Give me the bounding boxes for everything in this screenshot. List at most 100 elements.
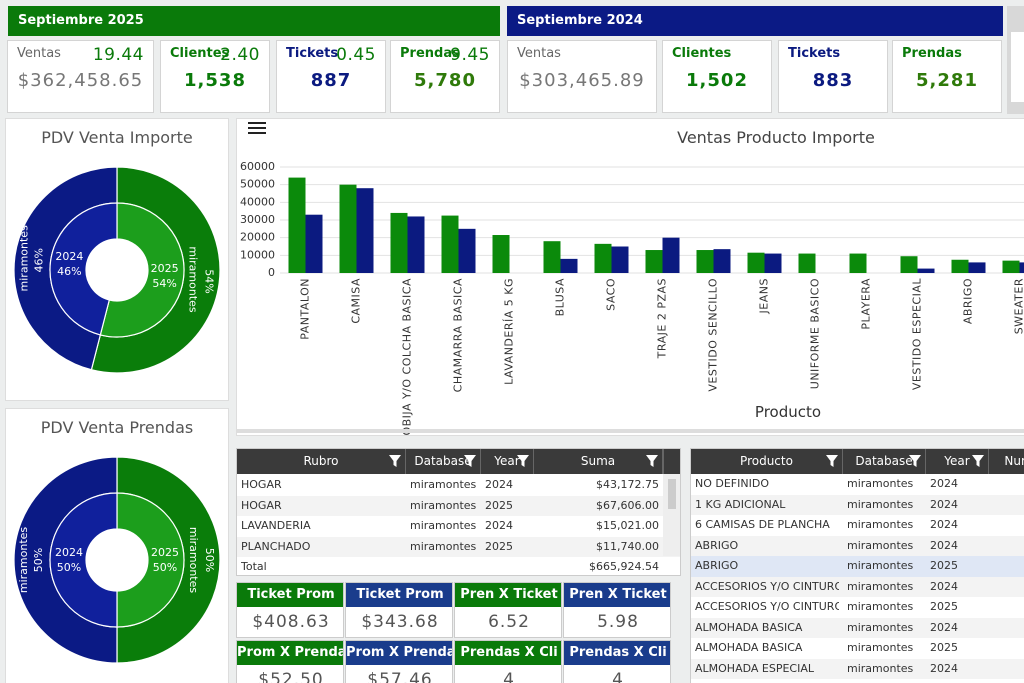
- table-row: HOGAR miramontes 2025 $67,606.00: [237, 495, 680, 516]
- bar: [713, 249, 731, 273]
- x-tick-label: LAVANDERÍA 5 KG: [503, 278, 516, 385]
- table-cell: miramontes: [847, 641, 914, 654]
- table-cell: HOGAR: [241, 478, 282, 491]
- filter-icon[interactable]: [972, 455, 984, 467]
- table-cell: 2024: [930, 579, 958, 593]
- table-cell: 1 KG ADICIONAL: [695, 497, 786, 511]
- table-row: HOGAR miramontes 2024 $43,172.75: [237, 475, 680, 496]
- header-text: Year: [944, 454, 970, 468]
- bar: [968, 262, 986, 273]
- table-header-cell: Database: [843, 449, 926, 474]
- table-total-label: Total: [695, 679, 815, 683]
- x-tick-label: ABRIGO: [962, 278, 975, 324]
- header-text: Year: [494, 454, 520, 468]
- period-bar: Septiembre 2025: [8, 6, 500, 36]
- table-cell: ABRIGO: [695, 538, 739, 552]
- table-cell: 2024: [930, 477, 958, 490]
- kpi-label: Tickets: [788, 46, 841, 61]
- metric-label: Ticket Prom: [237, 583, 343, 607]
- table-total-label: Total: [241, 560, 267, 573]
- filter-icon-shape: [517, 455, 529, 467]
- slice-label: miramontes: [187, 527, 200, 594]
- x-tick-label: VESTIDO SENCILLO: [707, 278, 720, 392]
- slice-value-label: 50%: [153, 561, 177, 574]
- filter-icon[interactable]: [909, 455, 921, 467]
- menu-icon: [248, 127, 266, 129]
- table-cell: miramontes: [410, 519, 477, 532]
- kpi-card: Clientes 1,502: [662, 40, 772, 113]
- x-tick-label: CAMISA: [350, 278, 363, 324]
- side-panel-inner: [1011, 32, 1024, 102]
- bar: [900, 256, 918, 273]
- y-tick-label: 30000: [240, 213, 275, 226]
- kpi-value: $362,458.65: [17, 70, 144, 91]
- kpi-label: Prendas: [902, 46, 962, 61]
- kpi-value: 5,780: [414, 70, 476, 91]
- kpi-value: 883: [812, 70, 854, 91]
- header-text: Num: [1004, 454, 1024, 468]
- kpi-change: 0.45: [336, 45, 376, 65]
- metric-label: Prendas X Cli: [455, 641, 561, 665]
- bar: [543, 241, 561, 273]
- metric-value: 6.52: [488, 612, 530, 632]
- slice-value-label: 50%: [57, 561, 81, 574]
- table-header-cell: Database: [406, 449, 481, 474]
- table-cell: ABRIGO: [695, 559, 739, 572]
- bar: [798, 253, 816, 273]
- pie-slice: [99, 202, 185, 338]
- table-header-cell: Year: [926, 449, 989, 474]
- table-cell: miramontes: [847, 620, 914, 634]
- metric-label: Prom X Prenda: [237, 641, 343, 665]
- filter-icon[interactable]: [464, 455, 476, 467]
- metric-card: Prendas X Cli 4: [454, 640, 562, 683]
- table-cell: 6 CAMISAS DE PLANCHA: [695, 518, 830, 531]
- kpi-label: Prendas: [400, 46, 460, 61]
- filter-icon[interactable]: [389, 455, 401, 467]
- table-row: ABRIGO miramontes 2025: [691, 556, 1024, 577]
- bar: [662, 237, 680, 273]
- x-tick-label: UNIFORME BASICO: [809, 278, 822, 389]
- table-cell: miramontes: [847, 477, 914, 490]
- x-tick-label: PLAYERA: [860, 278, 873, 330]
- header-text: Rubro: [303, 454, 339, 468]
- slice-label: 2024: [55, 546, 83, 559]
- table-cell: ALMOHADA ESPECIAL: [695, 661, 814, 675]
- kpi-value: $303,465.89: [519, 70, 645, 91]
- table-cell: $67,606.00: [596, 498, 659, 512]
- y-tick-label: 40000: [240, 195, 275, 208]
- x-tick-label: SWEATER: [1013, 278, 1024, 334]
- table-row: NO DEFINIDO miramontes 2024: [691, 474, 1024, 495]
- kpi-card: Ventas $303,465.89: [507, 40, 657, 113]
- x-tick-label: CHAMARRA BASICA: [452, 278, 465, 392]
- bar: [560, 258, 578, 273]
- bar: [390, 212, 408, 273]
- bar: [611, 246, 629, 273]
- table-cell: 2024: [930, 538, 958, 552]
- filter-icon[interactable]: [826, 455, 838, 467]
- table-cell: 2024: [930, 620, 958, 634]
- y-tick-label: 60000: [240, 160, 275, 173]
- metric-card: Prom X Prenda $57.46: [345, 640, 453, 683]
- filter-icon[interactable]: [646, 455, 658, 467]
- metric-value: $52.50: [258, 670, 324, 683]
- slice-value-label: 54%: [152, 277, 176, 290]
- bar: [764, 253, 782, 273]
- kpi-card: Ventas 19.44 $362,458.65: [7, 40, 154, 113]
- slice-label: 2025: [151, 262, 179, 275]
- metric-label: Prendas X Cli: [564, 641, 670, 665]
- table-cell: $15,021.00: [596, 519, 659, 532]
- bar: [458, 228, 476, 273]
- kpi-change: 2.40: [220, 45, 260, 65]
- table-cell: miramontes: [847, 497, 914, 511]
- slice-label: miramontes: [18, 225, 31, 292]
- kpi-card: Tickets 0.45 887: [276, 40, 386, 113]
- metric-card: Ticket Prom $408.63: [236, 582, 344, 638]
- panel: [236, 118, 1024, 436]
- bar: [1002, 260, 1020, 273]
- bar: [696, 250, 714, 273]
- bar: [747, 252, 765, 273]
- filter-icon[interactable]: [517, 455, 529, 467]
- table-header-cell: Rubro: [237, 449, 406, 474]
- bar: [951, 259, 969, 273]
